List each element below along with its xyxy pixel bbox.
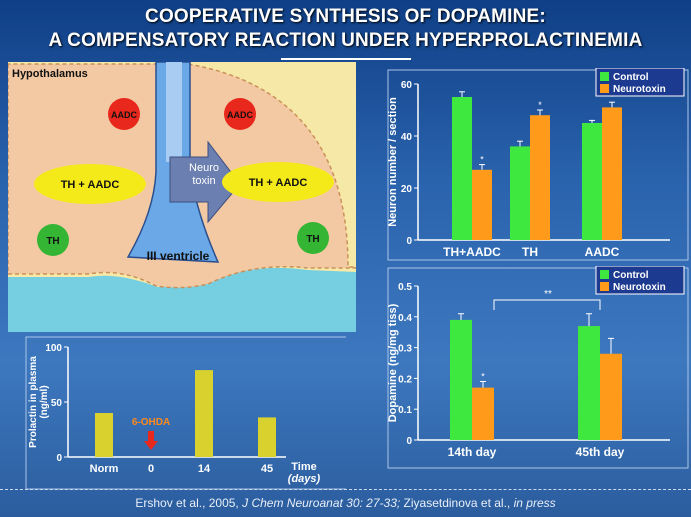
legend-box xyxy=(595,266,685,295)
y-tick-label: 100 xyxy=(45,343,62,354)
aadc-left-label: AADC xyxy=(111,110,137,120)
citation-part-1: Ershov et al., 2005, xyxy=(135,496,243,510)
bar-neurotoxin xyxy=(472,169,492,240)
chart-frame xyxy=(387,267,689,469)
title-line-2: A COMPENSATORY REACTION UNDER HYPERPROLA… xyxy=(48,30,643,51)
bar-neurotoxin xyxy=(472,387,494,440)
y-tick-label: 0.1 xyxy=(398,405,412,416)
legend-swatch xyxy=(600,270,609,279)
hypothalamus-label: Hypothalamus xyxy=(12,68,88,80)
x-axis-label: Time (days) xyxy=(288,461,321,485)
csf-area xyxy=(8,262,356,332)
y-tick-label: 20 xyxy=(401,184,413,195)
citation-part-3: Ziyasetdinova et al., xyxy=(400,496,514,510)
prolactin-bar xyxy=(195,370,213,457)
legend-swatch xyxy=(600,72,609,81)
y-tick-label: 60 xyxy=(401,80,413,91)
significance-marker: * xyxy=(481,371,485,381)
bar-neurotoxin xyxy=(530,115,550,240)
bar-neurotoxin xyxy=(600,353,622,440)
y-tick-label: 0.4 xyxy=(398,313,412,324)
y-tick-label: 0 xyxy=(406,436,412,447)
th-aadc-right-cell xyxy=(222,162,334,202)
x-tick-label: 45th day xyxy=(576,445,625,459)
x-tick-label: TH xyxy=(522,245,538,259)
bar-control xyxy=(450,319,472,440)
neurotoxin-label-2: toxin xyxy=(192,175,215,187)
y-tick-label: 50 xyxy=(51,398,63,409)
y-axis-label: Dopamine (ng/mg tiss) xyxy=(387,303,399,422)
aadc-right-label: AADC xyxy=(227,110,253,120)
th-left-label: TH xyxy=(46,236,59,247)
th-aadc-right-label: TH + AADC xyxy=(249,177,308,189)
bar-neurotoxin xyxy=(602,107,622,241)
x-tick-label: TH+AADC xyxy=(443,245,501,259)
x-tick-label: 14th day xyxy=(448,445,497,459)
aadc-right-cell xyxy=(224,98,256,130)
y-axis-label: Neuron number / section xyxy=(387,97,399,227)
th-left-cell xyxy=(37,224,69,256)
legend-label: Neurotoxin xyxy=(613,282,666,293)
footer-divider xyxy=(0,489,691,490)
y-tick-label: 40 xyxy=(401,132,413,143)
significance-marker: * xyxy=(610,92,614,102)
legend-label: Neurotoxin xyxy=(613,84,666,95)
th-right-cell xyxy=(297,222,329,254)
legend-box xyxy=(595,68,685,97)
hypothalamus-diagram: Neuro toxin Hypothalamus AADC AADC TH + … xyxy=(8,62,356,332)
y-tick-label: 0.2 xyxy=(398,374,412,385)
y-tick-label: 0.3 xyxy=(398,344,412,355)
th-aadc-left-cell xyxy=(34,164,146,204)
citation-part-4: in press xyxy=(513,496,556,510)
citation-part-2: J Chem Neuroanat 30: 27-33; xyxy=(242,496,401,510)
neurotoxin-label-1: Neuro xyxy=(189,162,219,174)
y-tick-label: 0 xyxy=(56,453,62,464)
prolactin-bar xyxy=(258,417,276,457)
x-tick-label: AADC xyxy=(585,245,620,259)
legend-swatch xyxy=(600,282,609,291)
x-tick-label: 45 xyxy=(261,463,273,475)
x-tick-label: Norm xyxy=(90,463,119,475)
significance-marker: * xyxy=(480,155,484,165)
chart-frame xyxy=(387,69,689,261)
bracket-label: ** xyxy=(544,289,552,300)
down-arrow-icon xyxy=(144,431,158,450)
bar-control xyxy=(578,326,600,440)
dopamine-chart: 0 0.1 0.2 0.3 0.4 0.5 Dopamine (ng/mg tiss) * 14… xyxy=(387,266,689,469)
aadc-left-cell xyxy=(108,98,140,130)
legend-swatch xyxy=(600,84,609,93)
annotation-label: 6-OHDA xyxy=(132,417,170,428)
legend-label: Control xyxy=(613,72,649,83)
prolactin-chart: 0 50 100 Prolactin in plasma(ng/ml) Norm 0 14 4… xyxy=(25,336,346,490)
x-tick-label: 0 xyxy=(148,463,154,475)
th-aadc-left-label: TH + AADC xyxy=(61,179,120,191)
title-underline xyxy=(281,58,411,60)
y-axis-label: Prolactin in plasma(ng/ml) xyxy=(28,356,50,448)
title-line-1: COOPERATIVE SYNTHESIS OF DOPAMINE: xyxy=(145,6,546,27)
th-right-label: TH xyxy=(306,234,319,245)
bar-control xyxy=(510,146,530,240)
bar-control xyxy=(452,97,472,240)
significance-marker: * xyxy=(538,100,542,110)
significance-bracket xyxy=(493,299,601,310)
prolactin-bar xyxy=(95,413,113,457)
y-tick-label: 0 xyxy=(406,236,412,247)
legend-label: Control xyxy=(613,270,649,281)
ventricle-highlight xyxy=(166,62,182,162)
y-tick-label: 0.5 xyxy=(398,282,412,293)
x-tick-label: 14 xyxy=(198,463,211,475)
citation-footer: Ershov et al., 2005, J Chem Neuroanat 30… xyxy=(0,496,691,510)
ventricle-label: III ventricle xyxy=(147,249,210,263)
bar-control xyxy=(582,123,602,240)
neurotoxin-arrow-icon xyxy=(169,140,241,224)
